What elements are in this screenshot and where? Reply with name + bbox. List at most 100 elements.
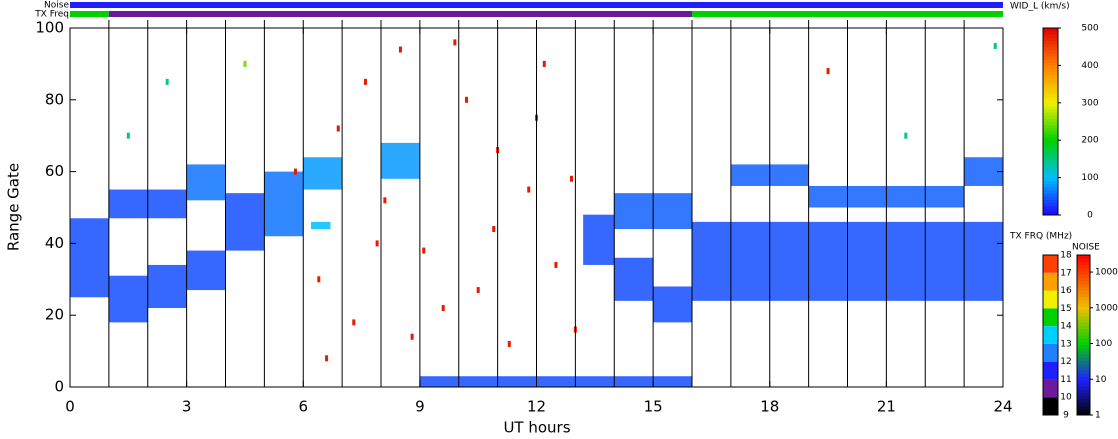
freq-colorbar-label: 17 [1060,268,1071,278]
y-tick-label: 100 [35,19,64,37]
freq-colorbar-cell [1043,379,1058,398]
echo-point [336,125,340,132]
width-colorbar-cell [1043,37,1058,41]
width-colorbar-cell [1043,162,1058,166]
echo-point [422,247,426,254]
echo-point [542,60,546,67]
x-tick-label: 12 [527,398,546,416]
x-tick-label: 21 [877,398,896,416]
width-colorbar-cell [1043,56,1058,60]
noise-colorbar-cell [1077,303,1090,307]
tx-strip-label: TX Freq [34,10,69,20]
noise-colorbar-cell [1077,277,1090,282]
width-colorbar-cell [1043,211,1058,216]
width-colorbar-cell [1043,90,1058,94]
freq-colorbar-cell [1043,272,1058,291]
noise-colorbar-cell [1077,261,1090,266]
noise-colorbar-cell [1077,370,1090,374]
y-tick-label: 20 [45,306,64,324]
width-colorbar-cell [1043,155,1058,160]
noise-colorbar-cell [1077,411,1090,416]
width-colorbar-cell [1043,137,1058,141]
y-tick-label: 60 [45,162,64,180]
echo-point [476,287,480,294]
width-colorbar-cell [1043,77,1058,82]
noise-colorbar-cell [1077,267,1090,272]
width-colorbar-cell [1043,93,1058,98]
y-tick-label: 40 [45,234,64,252]
x-tick-label: 18 [760,398,779,416]
noise-colorbar-frame [1076,254,1091,416]
width-colorbar-cell [1043,146,1058,151]
x-tick-label: 6 [298,398,308,416]
noise-colorbar-cell [1077,408,1090,413]
echo-band [311,221,331,230]
freq-colorbar-label: 10 [1060,393,1072,403]
noise-colorbar-cell [1077,325,1090,330]
width-colorbar-cell [1043,112,1058,116]
freq-colorbar-label: 9 [1063,411,1069,421]
echo-band [147,264,187,309]
width-colorbar-cell [1043,59,1058,63]
noise-colorbar-cell [1077,271,1090,275]
x-tick-label: 15 [644,398,663,416]
freq-colorbar-frame [1042,254,1059,416]
width-colorbar-cell [1043,158,1058,163]
width-colorbar-cell [1043,171,1058,175]
tx-strip [108,11,692,17]
echo-band [303,157,343,190]
echo-point [826,68,830,75]
width-colorbar-label: 500 [1081,24,1098,34]
noise-colorbar-cell [1077,255,1090,259]
noise-colorbar-cell [1077,383,1090,387]
width-colorbar-cell [1043,183,1058,188]
width-colorbar-cell [1043,168,1058,172]
width-colorbar-cell [1043,149,1058,154]
width-colorbar-cell [1043,40,1058,45]
echo-band [381,142,420,179]
width-colorbar-cell [1043,74,1058,79]
x-tick-label: 0 [65,398,75,416]
noise-colorbar-cell [1077,319,1090,323]
noise-colorbar-cell [1077,274,1090,278]
freq-colorbar-cell [1043,290,1058,309]
width-colorbar-label: 300 [1081,98,1098,108]
freq-colorbar-cell [1043,308,1058,327]
echo-band [186,250,226,291]
echo-band [264,171,304,237]
freq-colorbar-cell [1043,326,1058,344]
echo-point [293,168,297,175]
echo-band [108,275,148,323]
width-colorbar-cell [1043,165,1058,169]
noise-colorbar-cell [1077,373,1090,378]
width-colorbar-cell [1043,99,1058,104]
noise-colorbar-cell [1077,399,1090,403]
width-colorbar-label: 400 [1081,61,1098,71]
echo-point [453,39,457,46]
echo-point [165,78,169,85]
noise-colorbar-cell [1077,283,1090,288]
y-tick-label: 80 [45,90,64,108]
echo-point [126,132,130,139]
width-colorbar-cell [1043,118,1058,122]
freq-colorbar-label: 12 [1060,357,1071,367]
width-colorbar-label: 0 [1087,211,1093,221]
noise-colorbar-cell [1077,280,1090,285]
y-tick-label: 0 [54,378,64,396]
x-tick-label: 9 [415,398,425,416]
width-colorbar-cell [1043,152,1058,157]
echo-point [441,305,445,312]
noise-colorbar-cell [1077,287,1090,291]
freq-colorbar-cell [1043,343,1058,362]
noise-strip [70,2,1003,8]
width-colorbar-cell [1043,49,1058,54]
noise-colorbar-cell [1077,363,1090,368]
width-colorbar-cell [1043,205,1058,210]
noise-colorbar-label: 10 [1095,375,1107,385]
noise-colorbar-label: 1 [1095,411,1101,421]
noise-colorbar-cell [1077,290,1090,294]
noise-colorbar-cell [1077,386,1090,390]
freq-colorbar-label: 13 [1060,339,1071,349]
width-colorbar-cell [1043,202,1058,207]
